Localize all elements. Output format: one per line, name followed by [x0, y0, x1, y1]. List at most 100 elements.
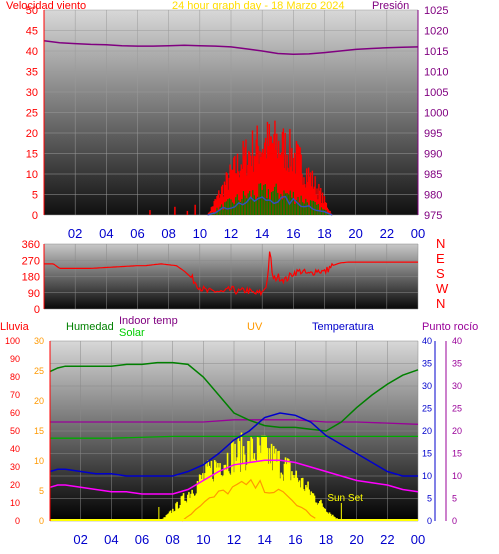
indoor-temp-header: Indoor temp: [119, 315, 178, 327]
time-tick-label: 10: [193, 226, 207, 241]
time-tick-label: 06: [135, 532, 149, 547]
temp-tick-label: 15: [422, 449, 432, 459]
wind-tick-label: 25: [26, 108, 38, 120]
direction-tick-label: 0: [34, 304, 40, 316]
temperature-line: [49, 412, 418, 477]
compass-label: W: [436, 281, 449, 296]
time-tick-label: 14: [255, 226, 269, 241]
wind-tick-label: 30: [26, 87, 38, 99]
uv-tick-label: 25: [34, 366, 44, 376]
dew-point-header: Punto rocío: [422, 321, 479, 333]
direction-tick-label: 270: [22, 255, 40, 267]
wind-speed-label: Velocidad viento: [6, 0, 87, 12]
wind-tick-label: 5: [32, 190, 38, 202]
rain-header: Lluvia: [0, 321, 29, 333]
rain-tick-label: 10: [10, 498, 20, 508]
outdoor-humidity-line: [50, 435, 418, 439]
dew-tick-label: 0: [452, 516, 457, 526]
time-tick-label: 00: [411, 532, 425, 547]
pressure-tick-label: 1020: [424, 26, 448, 38]
temp-tick-label: 5: [427, 494, 432, 504]
time-tick-label: 20: [348, 226, 362, 241]
pressure-tick-label: 985: [424, 169, 442, 181]
compass-label: S: [436, 266, 445, 281]
dew-tick-label: 15: [452, 449, 462, 459]
uv-tick-label: 15: [34, 426, 44, 436]
chart-title: 24 hour graph day - 18 Marzo 2024: [172, 0, 345, 12]
time-tick-label: 12: [224, 226, 238, 241]
wind-tick-label: 50: [26, 5, 38, 17]
pressure-label: Presión: [372, 0, 410, 12]
rain-tick-label: 20: [10, 480, 20, 490]
uv-tick-label: 5: [39, 486, 44, 496]
wind-tick-label: 40: [26, 46, 38, 58]
uv-tick-label: 20: [34, 396, 44, 406]
pressure-tick-label: 1010: [424, 67, 448, 79]
temperature-header: Temperatura: [312, 321, 374, 333]
temp-tick-label: 0: [427, 516, 432, 526]
direction-tick-label: 180: [22, 272, 40, 284]
rain-tick-label: 100: [5, 336, 20, 346]
time-tick-label: 08: [161, 226, 175, 241]
uv-header: UV: [247, 321, 263, 333]
time-tick-label: 16: [286, 226, 300, 241]
pressure-tick-label: 1025: [424, 5, 448, 17]
dew-tick-label: 35: [452, 359, 462, 369]
uv-tick-label: 0: [39, 516, 44, 526]
time-tick-label: 12: [227, 532, 241, 547]
pressure-line: [43, 40, 419, 56]
time-tick-label: 04: [99, 226, 113, 241]
pressure-tick-label: 990: [424, 149, 442, 161]
temp-tick-label: 10: [422, 471, 432, 481]
time-tick-label: 02: [68, 226, 82, 241]
sunset-label: Sun Set: [327, 493, 363, 504]
humidity-header: Humedad: [66, 321, 114, 333]
pressure-tick-label: 1000: [424, 108, 448, 120]
temp-tick-label: 35: [422, 359, 432, 369]
rain-tick-label: 40: [10, 444, 20, 454]
avg-wind-line: [207, 195, 333, 216]
time-tick-label: 20: [349, 532, 363, 547]
wind-tick-label: 0: [32, 210, 38, 222]
uv-line: [181, 478, 316, 522]
time-tick-label: 04: [104, 532, 118, 547]
time-tick-label: 22: [380, 532, 394, 547]
direction-tick-label: 360: [22, 239, 40, 251]
temp-tick-label: 25: [422, 404, 432, 414]
direction-tick-label: 90: [28, 288, 40, 300]
wind-chill-line: [49, 459, 419, 495]
temp-tick-label: 20: [422, 426, 432, 436]
time-tick-label: 14: [257, 532, 271, 547]
rain-tick-label: 90: [10, 354, 20, 364]
compass-label: N: [436, 236, 445, 251]
pressure-tick-label: 980: [424, 190, 442, 202]
uv-tick-label: 30: [34, 336, 44, 346]
time-tick-label: 10: [196, 532, 210, 547]
time-tick-label: 16: [288, 532, 302, 547]
time-tick-label: 02: [73, 532, 87, 547]
rain-tick-label: 30: [10, 462, 20, 472]
uv-tick-label: 10: [34, 456, 44, 466]
pressure-tick-label: 975: [424, 210, 442, 222]
time-tick-label: 22: [380, 226, 394, 241]
time-tick-label: 06: [130, 226, 144, 241]
time-tick-label: 18: [319, 532, 333, 547]
dew-tick-label: 30: [452, 381, 462, 391]
time-tick-label: 18: [317, 226, 331, 241]
temp-tick-label: 40: [422, 336, 432, 346]
rain-tick-label: 70: [10, 390, 20, 400]
pressure-tick-label: 1015: [424, 46, 448, 58]
compass-label: E: [436, 251, 445, 266]
rain-tick-label: 50: [10, 426, 20, 436]
rain-tick-label: 80: [10, 372, 20, 382]
pressure-tick-label: 995: [424, 128, 442, 140]
time-tick-label: 08: [165, 532, 179, 547]
dew-tick-label: 20: [452, 426, 462, 436]
wind-tick-label: 20: [26, 128, 38, 140]
rain-tick-label: 60: [10, 408, 20, 418]
wind-tick-label: 35: [26, 67, 38, 79]
rain-tick-label: 0: [15, 516, 20, 526]
dew-tick-label: 40: [452, 336, 462, 346]
wind-tick-label: 15: [26, 149, 38, 161]
